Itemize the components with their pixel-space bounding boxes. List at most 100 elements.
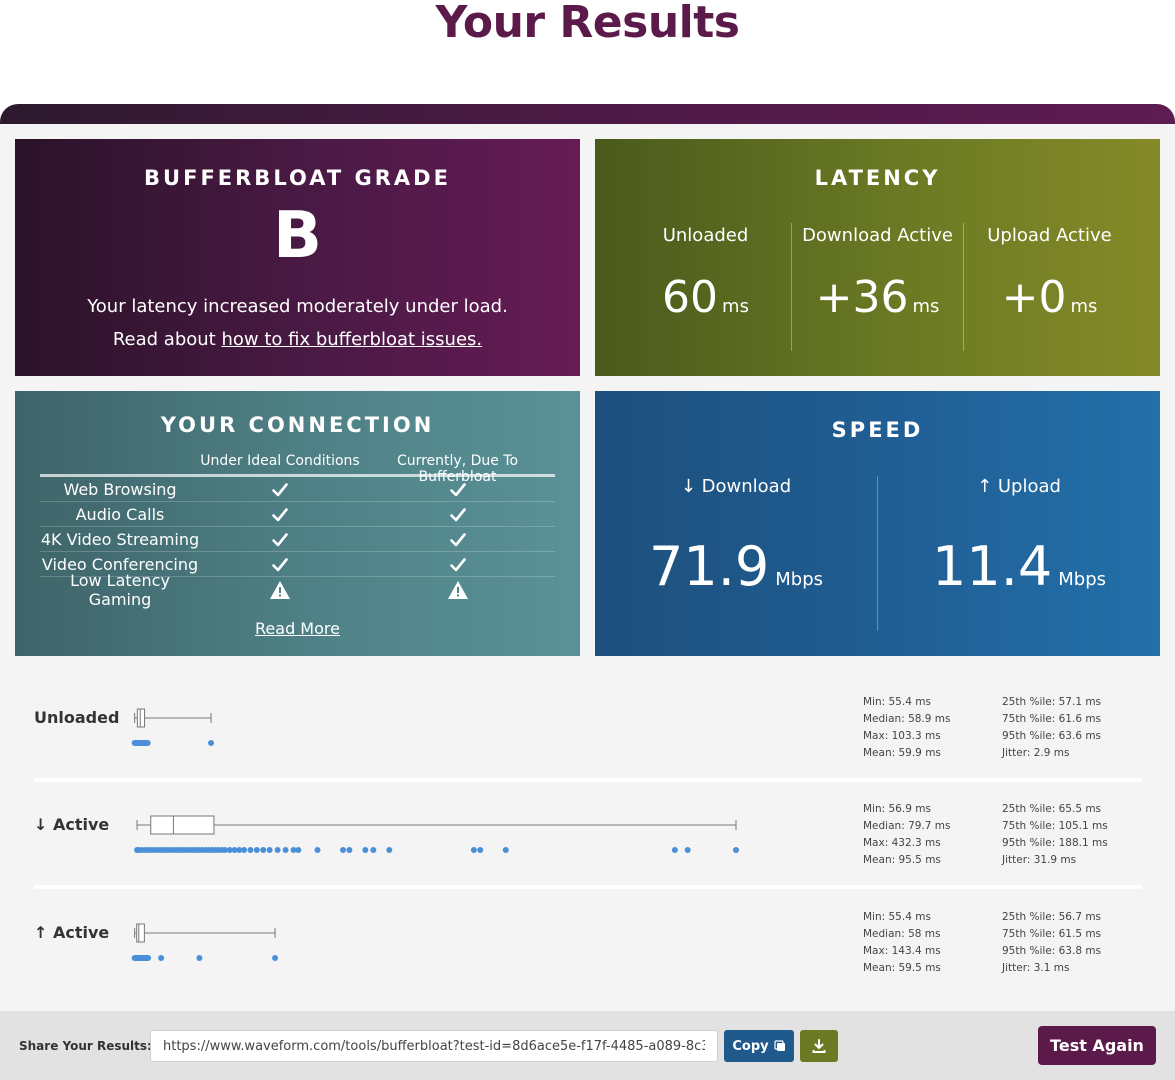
stat-p25: 25th %ile: 65.5 ms (1002, 803, 1102, 815)
distribution-plot (134, 815, 739, 853)
stat-min: Min: 55.4 ms (863, 696, 931, 708)
data-point (386, 847, 393, 853)
check-icon (449, 507, 466, 522)
copy-icon (774, 1040, 785, 1051)
page-title: Your Results (435, 0, 740, 48)
current-status (360, 529, 555, 549)
distribution-plot (131, 708, 215, 746)
connection-title: YOUR CONNECTION (160, 413, 435, 437)
distribution-download-active: ↓ Active Min: 56.9 ms Median: 79.7 ms Ma… (34, 801, 1142, 881)
test-again-button[interactable]: Test Again (1038, 1026, 1156, 1065)
connection-use-case: Video Conferencing (41, 554, 199, 574)
stat-min: Min: 56.9 ms (863, 803, 931, 815)
data-point (470, 847, 477, 853)
stat-jitter: Jitter: 2.9 ms (1002, 747, 1070, 759)
connection-use-case: Web Browsing (63, 479, 177, 499)
stat-mean: Mean: 95.5 ms (863, 854, 941, 866)
data-point (226, 847, 233, 853)
stat-p25: 25th %ile: 56.7 ms (1002, 911, 1102, 923)
data-point (295, 847, 302, 853)
section-divider (34, 778, 1142, 782)
copy-label: Copy (732, 1038, 769, 1054)
data-point (266, 847, 273, 853)
connection-row: Web Browsing (40, 477, 555, 502)
download-unit: Mbps (775, 569, 823, 590)
share-url-input[interactable] (150, 1030, 718, 1062)
grade-description-text: Your latency increased moderately under … (87, 296, 508, 317)
stats-left: Min: 55.4 ms Median: 58.9 ms Max: 103.3 … (863, 694, 950, 762)
check-icon (272, 532, 288, 547)
read-more-wrap: Read More (15, 619, 580, 638)
data-point (208, 740, 215, 746)
stat-p95: 95th %ile: 188.1 ms (1002, 837, 1108, 849)
share-bar: Share Your Results: Copy Test Again (0, 1011, 1175, 1080)
header-blank (40, 453, 200, 474)
data-point (231, 847, 238, 853)
data-point (196, 955, 203, 961)
data-point (290, 847, 297, 853)
upload-label: ↑ Upload (977, 476, 1061, 497)
download-number: 71.9 (649, 535, 770, 598)
latency-label: Unloaded (662, 225, 749, 246)
check-icon (449, 532, 466, 547)
data-point (502, 847, 509, 853)
latency-value: +36 ms (792, 272, 963, 323)
connection-card: YOUR CONNECTION Under Ideal Conditions C… (15, 391, 580, 656)
download-results-button[interactable] (800, 1030, 838, 1062)
stat-p75: 75th %ile: 105.1 ms (1002, 820, 1108, 832)
latency-number: +0 (1001, 272, 1067, 323)
latency-number: 60 (662, 272, 719, 323)
data-point (158, 955, 165, 961)
data-point (241, 847, 248, 853)
data-point (477, 847, 484, 853)
stats-left: Min: 56.9 ms Median: 79.7 ms Max: 432.3 … (863, 801, 950, 869)
latency-unit: ms (722, 296, 749, 317)
copy-button[interactable]: Copy (724, 1030, 794, 1062)
download-icon (812, 1039, 826, 1053)
data-point (282, 847, 289, 853)
stat-jitter: Jitter: 3.1 ms (1002, 962, 1070, 974)
data-point (260, 847, 267, 853)
connection-rows: Web Browsing Audio Calls 4K Video Streamin… (40, 477, 555, 609)
upload-number: 11.4 (932, 535, 1053, 598)
data-point (247, 847, 254, 853)
download-value: 71.9 Mbps (595, 535, 877, 598)
connection-table-header: Under Ideal Conditions Currently, Due To… (40, 453, 555, 485)
stat-mean: Mean: 59.9 ms (863, 747, 941, 759)
fix-bufferbloat-link[interactable]: how to fix bufferbloat issues. (221, 329, 483, 350)
warning-icon (447, 580, 468, 599)
stat-min: Min: 55.4 ms (863, 911, 931, 923)
speed-download: ↓ Download 71.9 Mbps (595, 476, 877, 631)
iqr-box (136, 708, 146, 728)
stat-max: Max: 103.3 ms (863, 730, 941, 742)
latency-value: 60 ms (620, 272, 791, 323)
stat-median: Median: 79.7 ms (863, 820, 951, 832)
iqr-box (150, 815, 215, 835)
ideal-status (200, 504, 360, 524)
stats-right: 25th %ile: 57.1 ms 75th %ile: 61.6 ms 95… (1002, 694, 1101, 762)
data-point (370, 847, 377, 853)
data-point (314, 847, 321, 853)
data-point (671, 847, 678, 853)
connection-row: 4K Video Streaming (40, 527, 555, 552)
grade-read-prefix: Read about (112, 329, 222, 350)
connection-use-case: Low Latency Gaming (70, 570, 170, 609)
section-divider (34, 885, 1142, 889)
data-point (221, 847, 228, 853)
stat-jitter: Jitter: 31.9 ms (1002, 854, 1077, 866)
connection-row: Low Latency Gaming (40, 571, 555, 609)
check-icon (272, 507, 288, 522)
stat-p75: 75th %ile: 61.5 ms (1002, 928, 1102, 940)
grade-letter: B (273, 199, 322, 273)
stat-p25: 25th %ile: 57.1 ms (1002, 696, 1102, 708)
bufferbloat-grade-card: BUFFERBLOAT GRADE B Your latency increas… (15, 139, 580, 376)
grade-read-about: Read about how to fix bufferbloat issues… (15, 323, 580, 356)
latency-card: LATENCY Unloaded 60 ms Download Active +3… (595, 139, 1160, 376)
current-status (360, 579, 555, 600)
data-point (274, 847, 281, 853)
stat-p95: 95th %ile: 63.8 ms (1002, 945, 1102, 957)
upload-value: 11.4 Mbps (878, 535, 1160, 598)
read-more-link[interactable]: Read More (255, 619, 340, 638)
data-point (733, 847, 739, 853)
ideal-status (200, 579, 360, 600)
